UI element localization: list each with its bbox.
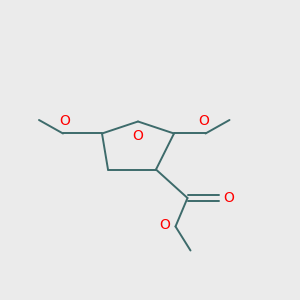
Text: O: O <box>59 114 70 128</box>
Text: O: O <box>133 129 143 143</box>
Text: O: O <box>223 191 234 205</box>
Text: O: O <box>199 114 209 128</box>
Text: O: O <box>159 218 170 232</box>
